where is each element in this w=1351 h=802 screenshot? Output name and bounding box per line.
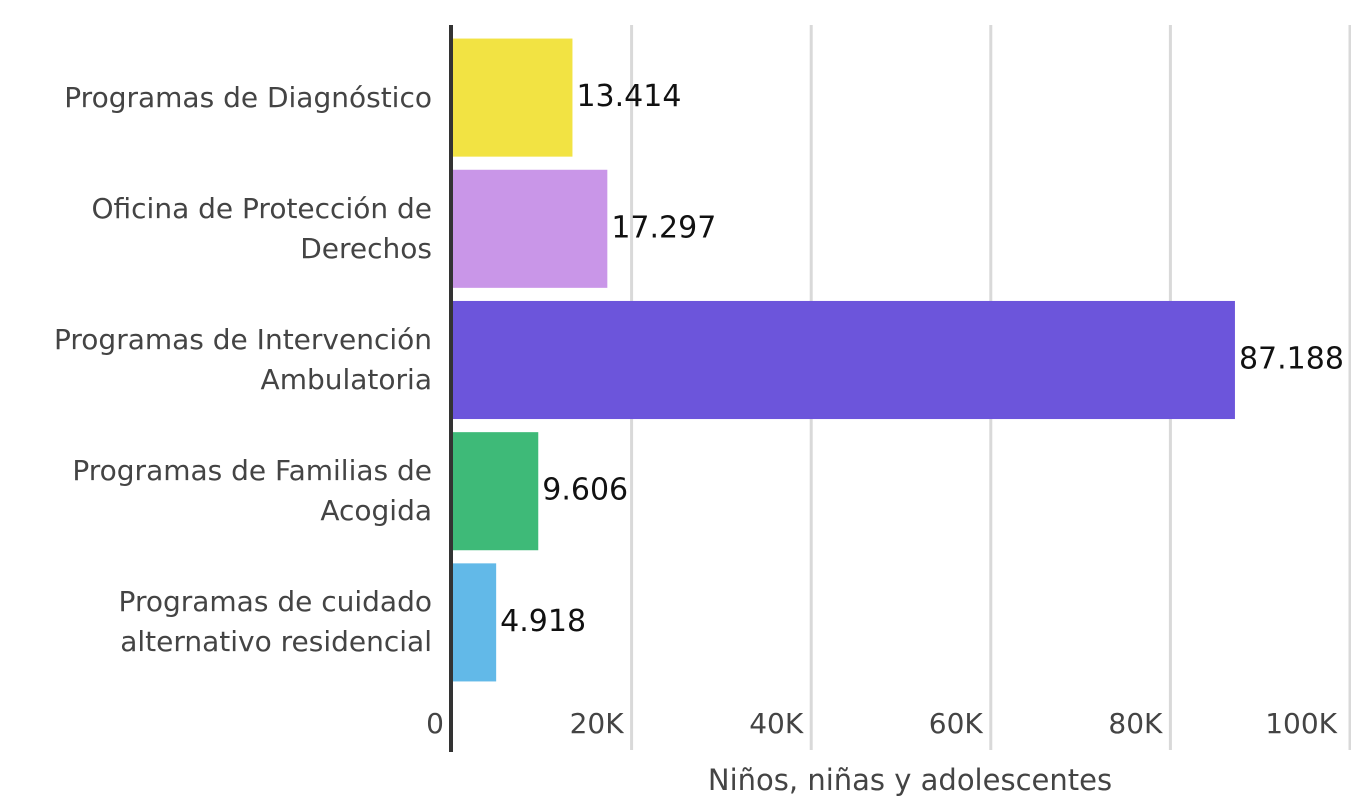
x-tick-label: 40K <box>749 707 804 740</box>
y-tick-label: Programas de Diagnóstico <box>64 80 432 114</box>
y-tick-label: Programas de Familias de Acogida <box>72 454 432 528</box>
bar <box>452 563 497 682</box>
data-label: 17.297 <box>611 210 716 245</box>
bar <box>452 300 1235 420</box>
y-tick-label: Programas de Intervención Ambulatoria <box>54 323 432 396</box>
data-label: 4.918 <box>500 604 586 639</box>
bar <box>452 169 608 288</box>
data-label: 9.606 <box>542 473 628 508</box>
y-tick-label: Programas de cuidado alternativo residen… <box>118 585 432 659</box>
x-tick-label: 0 <box>426 707 444 740</box>
x-axis-title: Niños, niñas y adolescentes <box>708 763 1112 797</box>
y-tick-label: Oficina de Protección de Derechos <box>91 191 432 265</box>
data-label: 87.188 <box>1239 342 1344 377</box>
x-tick-label: 60K <box>929 707 984 740</box>
bar <box>452 432 539 551</box>
x-tick-label: 100K <box>1265 707 1337 740</box>
x-tick-label: 80K <box>1108 707 1163 740</box>
bar <box>452 38 573 157</box>
data-label: 13.414 <box>576 79 681 114</box>
x-tick-label: 20K <box>570 707 625 740</box>
